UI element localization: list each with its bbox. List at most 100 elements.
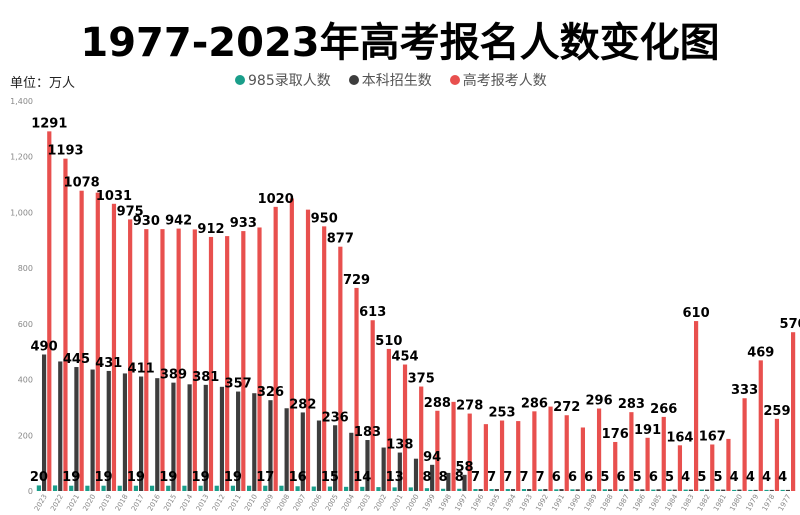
data-label-c985: 7 bbox=[471, 470, 480, 485]
data-label-undergrad: 326 bbox=[257, 385, 284, 400]
x-tick-label: 1987 bbox=[615, 493, 631, 512]
bar-undergrad-2012 bbox=[219, 386, 225, 491]
x-tick-label: 1991 bbox=[550, 493, 566, 512]
x-tick-label: 2010 bbox=[243, 493, 259, 512]
legend-dot-applicants bbox=[449, 75, 460, 85]
data-label-undergrad: 282 bbox=[289, 397, 316, 412]
data-label-undergrad: 183 bbox=[354, 425, 381, 440]
bar-c985-2000 bbox=[408, 487, 413, 491]
bar-c985-1981 bbox=[715, 489, 721, 491]
bar-c985-2023 bbox=[36, 485, 41, 491]
data-label-c985: 7 bbox=[503, 470, 512, 485]
data-label-applicants: 933 bbox=[230, 216, 257, 231]
data-label-c985: 19 bbox=[62, 470, 80, 485]
data-label-applicants: 266 bbox=[650, 402, 677, 417]
bar-undergrad-2022 bbox=[58, 361, 63, 491]
chart-legend: 985录取人数 本科招生数 高考报考人数 bbox=[235, 70, 547, 90]
bar-c985-2014 bbox=[182, 485, 187, 491]
bar-undergrad-1990 bbox=[575, 489, 580, 491]
bar-c985-2020 bbox=[85, 485, 90, 491]
bar-c985-1987 bbox=[618, 489, 624, 491]
data-label-c985: 8 bbox=[422, 470, 431, 485]
data-label-c985: 7 bbox=[519, 470, 528, 485]
bar-applicants-1980 bbox=[742, 398, 747, 491]
bar-c985-1983 bbox=[683, 489, 688, 491]
legend-item-985[interactable]: 985录取人数 bbox=[235, 70, 331, 90]
data-label-undergrad: 357 bbox=[225, 377, 252, 392]
data-label-c985: 8 bbox=[439, 470, 448, 485]
bar-undergrad-2000 bbox=[413, 458, 419, 491]
bar-applicants-1981 bbox=[726, 438, 731, 491]
bar-c985-2005 bbox=[327, 486, 333, 491]
bar-applicants-1991 bbox=[564, 415, 569, 491]
data-label-c985: 4 bbox=[746, 470, 755, 485]
bar-c985-1984 bbox=[667, 489, 672, 491]
bar-c985-1991 bbox=[554, 489, 559, 491]
x-tick-label: 2003 bbox=[356, 493, 372, 512]
data-label-applicants: 288 bbox=[424, 396, 451, 411]
data-label-applicants: 253 bbox=[488, 406, 515, 421]
data-label-c985: 5 bbox=[665, 470, 674, 485]
data-label-applicants: 286 bbox=[521, 396, 548, 411]
data-label-c985: 19 bbox=[224, 470, 242, 485]
legend-label-undergrad: 本科招生数 bbox=[361, 73, 432, 89]
data-label-c985: 16 bbox=[289, 470, 307, 485]
x-tick-label: 1998 bbox=[437, 493, 453, 512]
bar-undergrad-2006 bbox=[316, 420, 322, 491]
data-label-undergrad: 431 bbox=[95, 356, 122, 371]
bar-undergrad-1994 bbox=[510, 489, 516, 491]
bar-c985-2012 bbox=[214, 485, 219, 491]
data-label-c985: 6 bbox=[616, 470, 625, 485]
bar-applicants-2020 bbox=[95, 192, 100, 491]
data-label-c985: 8 bbox=[455, 470, 464, 485]
x-tick-label: 1992 bbox=[534, 493, 550, 512]
bar-undergrad-2020 bbox=[90, 369, 95, 491]
data-label-applicants: 570 bbox=[780, 317, 800, 332]
data-label-c985: 4 bbox=[681, 470, 690, 485]
legend-dot-undergrad bbox=[348, 75, 359, 85]
bar-undergrad-2021 bbox=[74, 367, 79, 491]
bar-undergrad-1993 bbox=[527, 489, 532, 491]
page-title: 1977-2023年高考报名人数变化图 bbox=[80, 20, 720, 66]
x-tick-label: 2002 bbox=[373, 493, 389, 512]
bar-undergrad-2018 bbox=[122, 373, 128, 491]
bar-c985-1989 bbox=[586, 489, 591, 491]
bar-c985-1977 bbox=[780, 489, 785, 491]
legend-item-applicants[interactable]: 高考报考人数 bbox=[449, 70, 547, 90]
legend-item-undergrad[interactable]: 本科招生数 bbox=[348, 70, 432, 90]
bar-applicants-2015 bbox=[176, 228, 181, 491]
bar-undergrad-2004 bbox=[349, 432, 354, 491]
x-tick-label: 1980 bbox=[728, 493, 744, 512]
x-tick-label: 2022 bbox=[49, 493, 65, 512]
legend-label-985: 985录取人数 bbox=[248, 73, 331, 89]
x-tick-label: 1988 bbox=[599, 493, 615, 512]
data-label-applicants: 296 bbox=[585, 394, 612, 409]
data-label-c985: 4 bbox=[778, 470, 787, 485]
bar-applicants-1977 bbox=[791, 332, 796, 491]
data-label-applicants: 1193 bbox=[47, 144, 83, 159]
bar-c985-1979 bbox=[748, 489, 753, 491]
x-tick-label: 2000 bbox=[405, 493, 421, 512]
x-tick-label: 1984 bbox=[664, 493, 680, 513]
bar-chart: 0 200 400 600 800 1,000 1,200 1,400 2023 2022 2021… bbox=[10, 97, 800, 513]
data-label-applicants: 912 bbox=[197, 222, 224, 237]
data-label-c985: 7 bbox=[536, 470, 545, 485]
bar-c985-2002 bbox=[376, 487, 381, 491]
data-label-undergrad: 490 bbox=[31, 340, 58, 355]
bar-c985-2021 bbox=[69, 485, 74, 491]
data-label-applicants: 1078 bbox=[64, 176, 100, 191]
x-tick-label: 1986 bbox=[631, 493, 647, 513]
x-tick-label: 1996 bbox=[470, 493, 486, 513]
bar-c985-1994 bbox=[505, 489, 510, 491]
bar-c985-1993 bbox=[521, 489, 527, 491]
data-label-applicants: 259 bbox=[763, 404, 790, 419]
bar-undergrad-2013 bbox=[203, 384, 208, 491]
data-label-applicants: 942 bbox=[165, 214, 192, 229]
bar-applicants-1990 bbox=[580, 427, 585, 491]
bar-applicants-2010 bbox=[257, 227, 262, 491]
bar-undergrad-1997 bbox=[462, 474, 467, 491]
data-label-applicants: 510 bbox=[375, 334, 402, 349]
bar-undergrad-2016 bbox=[155, 378, 160, 491]
data-label-undergrad: 58 bbox=[455, 460, 473, 475]
bar-applicants-2022 bbox=[63, 158, 68, 491]
